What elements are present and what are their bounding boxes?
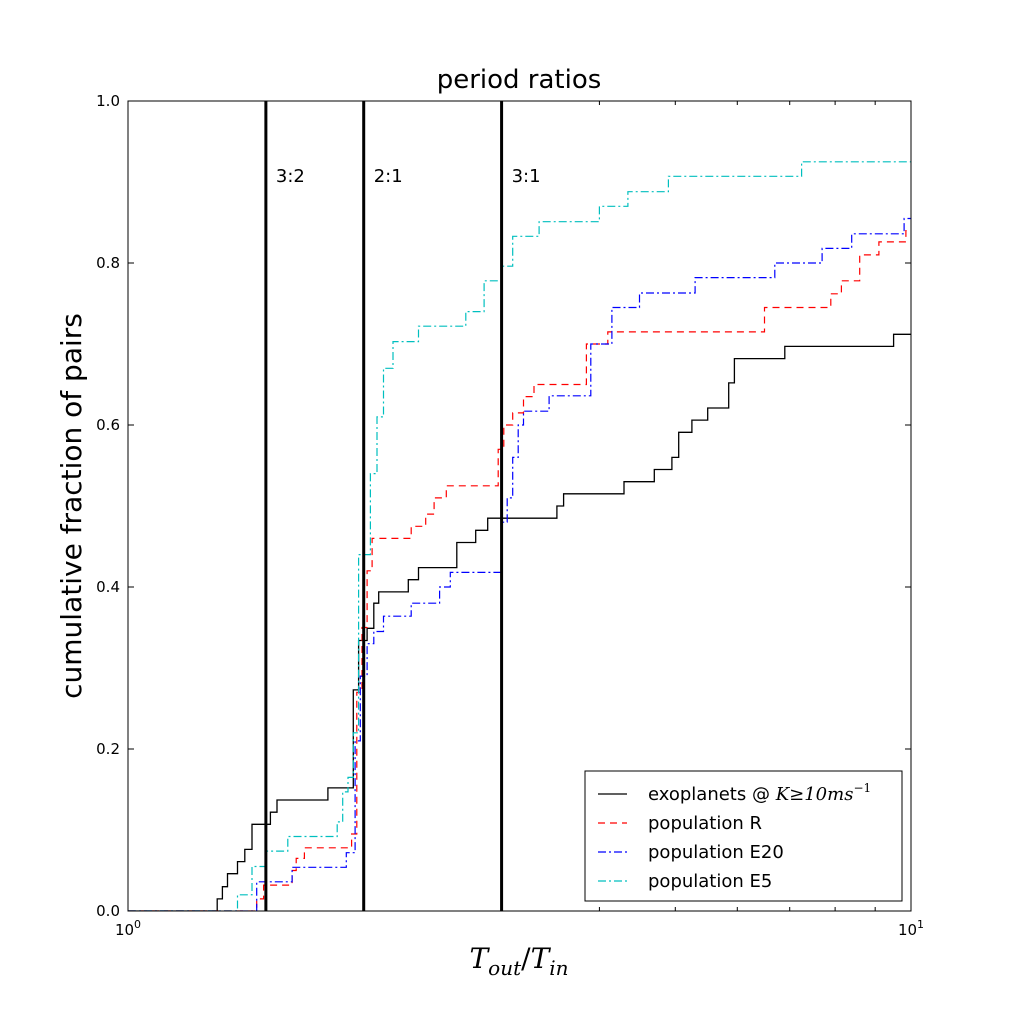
tick-layer: 0.0 0.2 0.4 0.6 0.8 1.0 100 101: [96, 92, 924, 939]
x-label-base1: T: [469, 942, 490, 975]
resonance-label-3-2: 3:2: [276, 166, 305, 187]
resonance-label-2-1: 2:1: [374, 166, 403, 187]
legend-frame: [584, 770, 903, 902]
x-label-sep: /: [521, 942, 531, 975]
chart-title: period ratios: [437, 65, 602, 95]
x-axis-label: Tout/Tin: [469, 942, 568, 980]
x-label-sub1: out: [488, 956, 522, 980]
x-tick-label: 100: [115, 918, 141, 939]
x-tick-label: 101: [898, 918, 924, 939]
resonance-label-3-1: 3:1: [512, 166, 541, 187]
plot-frame: [127, 100, 912, 912]
legend: exoplanets @ K≥10ms−1 population R populat…: [584, 770, 903, 902]
y-tick-label: 0.6: [96, 416, 120, 434]
y-axis-label: cumulative fraction of pairs: [55, 313, 88, 699]
legend-label: population E20: [648, 842, 784, 863]
series-line-population-e5: [128, 161, 911, 911]
y-tick-label: 0.4: [96, 578, 120, 596]
y-tick-label: 0.2: [96, 740, 120, 758]
series-line-population-e20: [128, 217, 911, 911]
y-tick-label: 0.0: [96, 902, 120, 920]
y-tick-label: 1.0: [96, 92, 120, 110]
x-label-base2: T: [531, 942, 552, 975]
x-label-sub2: in: [549, 956, 568, 980]
legend-label: population E5: [648, 871, 772, 892]
series-line-exoplanets: [128, 333, 911, 911]
resonance-layer: 3:2 2:1 3:1: [264, 101, 541, 911]
legend-label: population R: [648, 813, 762, 834]
series-layer: [128, 161, 911, 911]
legend-label: exoplanets @ K≥10ms−1: [648, 781, 871, 805]
series-line-population-r: [128, 230, 911, 911]
y-tick-label: 0.8: [96, 254, 120, 272]
